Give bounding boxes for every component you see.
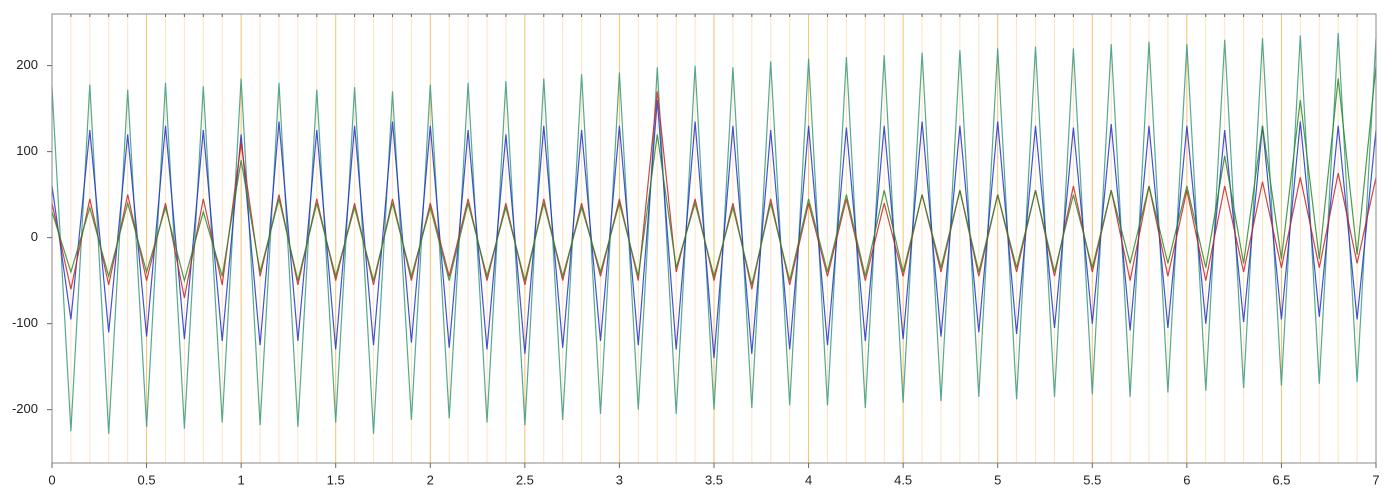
x-tick-label: 6 [1183,472,1190,487]
x-tick-label: 2.5 [516,472,534,487]
x-tick-label: 3 [616,472,623,487]
y-tick-label: -200 [12,401,38,416]
x-tick-label: 5.5 [1083,472,1101,487]
signal-line [51,65,1377,286]
x-tick-label: 3.5 [705,472,723,487]
x-tick-label: 0.5 [138,472,156,487]
x-tick-label: 1.5 [327,472,345,487]
x-tick-label: 2 [427,472,434,487]
y-tick-label: -100 [12,315,38,330]
x-tick-label: 0 [48,472,55,487]
x-tick-label: 7 [1372,472,1379,487]
x-tick-label: 5 [994,472,1001,487]
y-tick-label: 200 [16,57,38,72]
x-tick-label: 4.5 [894,472,912,487]
signal-line [51,99,1377,359]
x-tick-label: 6.5 [1272,472,1290,487]
y-tick-label: 100 [16,143,38,158]
x-tick-label: 1 [238,472,245,487]
x-tick-label: 4 [805,472,812,487]
axes: 0 0.5 1 1.5 2 2.5 3 3.5 4 4.5 5 5.5 6 6.5 7 -200 -100 0 10… [12,14,1380,487]
plot-lines [51,32,1377,434]
y-tick-label: 0 [31,229,38,244]
